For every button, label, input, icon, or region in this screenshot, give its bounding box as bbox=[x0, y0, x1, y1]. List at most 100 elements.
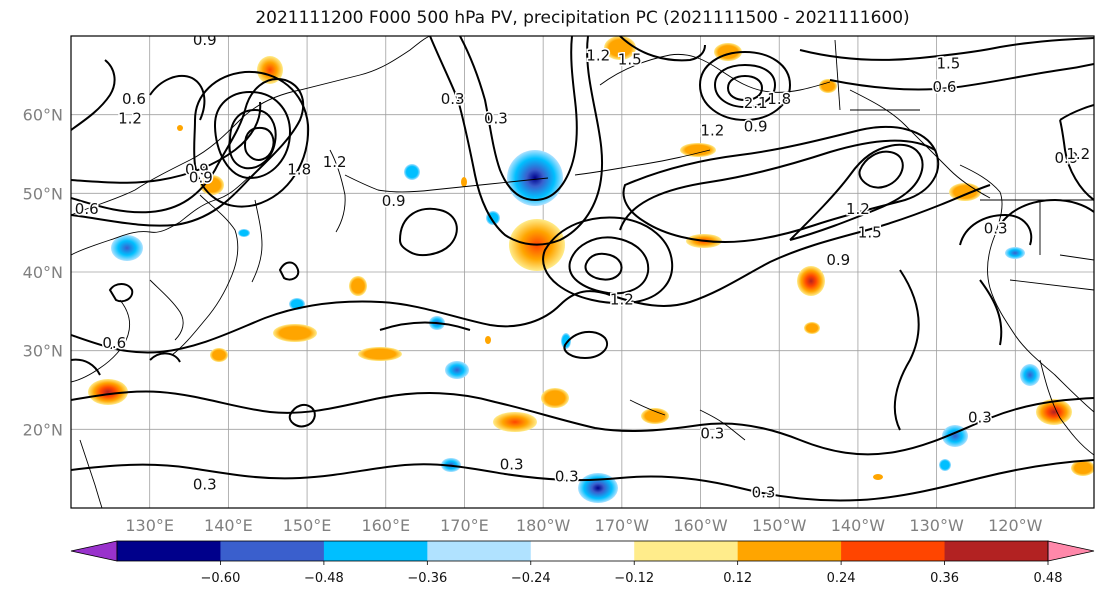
precip-blob bbox=[641, 408, 669, 424]
contour-label: 1.8 bbox=[767, 90, 791, 108]
precip-blob bbox=[507, 150, 563, 206]
precip-blob bbox=[493, 412, 537, 432]
contour-label: 0.3 bbox=[193, 475, 217, 493]
contour-label: 0.9 bbox=[1055, 149, 1079, 167]
precip-blob bbox=[797, 266, 825, 296]
precip-blob bbox=[819, 79, 837, 93]
colorbar-bin bbox=[944, 541, 1049, 561]
contour-label: 0.3 bbox=[441, 90, 465, 108]
precip-blob bbox=[939, 459, 951, 471]
lat-tick-label: 30°N bbox=[23, 342, 63, 361]
colorbar-tick-label: 0.36 bbox=[930, 571, 959, 586]
pv-contours bbox=[71, 36, 1094, 502]
colorbar-bin bbox=[737, 541, 842, 561]
contour-label: 0.3 bbox=[555, 468, 579, 486]
colorbar-extend-high bbox=[1047, 540, 1095, 562]
lat-tick-label: 40°N bbox=[23, 263, 63, 282]
contour-label: 0.3 bbox=[752, 483, 776, 501]
contour-label: 0.9 bbox=[189, 169, 213, 187]
longitude-labels: 130°E 140°E 150°E 160°E 170°E 180°W 170°W 160°W… bbox=[125, 516, 1042, 535]
colorbar-extend-low bbox=[70, 540, 118, 562]
contour-label: 0.6 bbox=[122, 90, 146, 108]
colorbar-tick-label: 0.24 bbox=[827, 571, 856, 586]
precip-blob bbox=[873, 474, 883, 480]
precip-blob bbox=[578, 473, 618, 503]
contour-label: 1.2 bbox=[323, 153, 347, 171]
precip-blob bbox=[461, 177, 467, 187]
colorbar-bin bbox=[220, 541, 325, 561]
contour-label: 1.8 bbox=[287, 161, 311, 179]
contour-label: 2.1 bbox=[744, 94, 768, 112]
colorbar-frame bbox=[116, 540, 1049, 562]
precip-blob bbox=[111, 235, 143, 261]
colorbar-bin bbox=[530, 541, 635, 561]
contour-label: 1.2 bbox=[1066, 145, 1090, 163]
lon-tick-label: 120°W bbox=[988, 516, 1043, 535]
precip-blob bbox=[445, 361, 469, 379]
contour-label: 0.3 bbox=[484, 110, 508, 128]
lon-tick-label: 140°E bbox=[204, 516, 253, 535]
precip-blob bbox=[349, 276, 367, 296]
colorbar-tick-label: −0.12 bbox=[614, 571, 654, 586]
contour-label: 0.3 bbox=[500, 456, 524, 474]
colorbar-bin bbox=[427, 541, 532, 561]
contour-label: 1.2 bbox=[610, 291, 634, 309]
colorbar-tick-label: −0.60 bbox=[201, 571, 241, 586]
colorbar-bin bbox=[117, 541, 221, 561]
contour-label: 0.3 bbox=[700, 424, 724, 442]
precip-blob bbox=[238, 229, 250, 237]
contour-label: 0.9 bbox=[744, 117, 768, 135]
lon-tick-label: 170°W bbox=[595, 516, 650, 535]
precip-blob bbox=[561, 333, 571, 349]
precip-blob bbox=[1005, 247, 1025, 259]
lon-tick-label: 140°W bbox=[831, 516, 886, 535]
precip-blob bbox=[273, 324, 317, 342]
pv-contour-labels: 0.3 0.3 0.3 0.3 0.3 0.3 0.3 0.3 0.3 0.6 0.6 0.6 0.6 0… bbox=[73, 36, 1091, 503]
precip-blob bbox=[404, 164, 420, 180]
contour-label: 1.2 bbox=[846, 200, 870, 218]
lon-tick-label: 130°W bbox=[909, 516, 964, 535]
precip-blob bbox=[177, 125, 183, 131]
lat-tick-label: 60°N bbox=[23, 106, 63, 125]
contour-label: 1.5 bbox=[618, 51, 642, 69]
lon-tick-label: 160°E bbox=[361, 516, 410, 535]
graticule bbox=[71, 36, 1094, 508]
contour-label: 1.2 bbox=[700, 121, 724, 139]
colorbar-bin bbox=[323, 541, 428, 561]
colorbar-tick-label: 0.12 bbox=[723, 571, 752, 586]
contour-label: 0.6 bbox=[102, 334, 126, 352]
contour-label: 0.6 bbox=[75, 200, 99, 218]
colorbar-tick-label: −0.48 bbox=[304, 571, 344, 586]
contour-label: 1.2 bbox=[586, 47, 610, 65]
latitude-labels: 60°N 50°N 40°N 30°N 20°N bbox=[23, 106, 63, 440]
contour-label: 1.5 bbox=[858, 224, 882, 242]
contour-label: 1.2 bbox=[118, 110, 142, 128]
lon-tick-label: 170°E bbox=[440, 516, 489, 535]
colorbar-tick-label: −0.36 bbox=[407, 571, 447, 586]
colorbar-bin bbox=[634, 541, 739, 561]
precip-blob bbox=[680, 143, 716, 157]
map-frame bbox=[70, 35, 1095, 509]
precip-blob bbox=[1036, 399, 1072, 425]
lat-tick-label: 20°N bbox=[23, 420, 63, 439]
contour-label: 0.9 bbox=[185, 161, 209, 179]
contour-label: 0.9 bbox=[382, 192, 406, 210]
precip-blob bbox=[88, 379, 128, 405]
contour-label: 0.6 bbox=[933, 78, 957, 96]
lon-tick-label: 180°W bbox=[516, 516, 571, 535]
colorbar-bin bbox=[841, 541, 946, 561]
precip-blob bbox=[210, 348, 228, 362]
chart-title: 2021111200 F000 500 hPa PV, precipitatio… bbox=[255, 8, 910, 28]
colorbar-tick-label: −0.24 bbox=[511, 571, 551, 586]
precip-blob bbox=[1071, 460, 1094, 476]
lon-tick-label: 130°E bbox=[125, 516, 174, 535]
precip-blob bbox=[949, 183, 981, 201]
lon-tick-label: 160°W bbox=[673, 516, 728, 535]
contour-label: 0.9 bbox=[826, 251, 850, 269]
precip-blob bbox=[1020, 364, 1040, 386]
precip-blob bbox=[804, 322, 820, 334]
lat-tick-label: 50°N bbox=[23, 184, 63, 203]
lon-tick-label: 150°W bbox=[752, 516, 807, 535]
colorbar: −0.60 −0.48 −0.36 −0.24 −0.12 0.12 0.24 0.36 0.4… bbox=[70, 540, 1095, 586]
